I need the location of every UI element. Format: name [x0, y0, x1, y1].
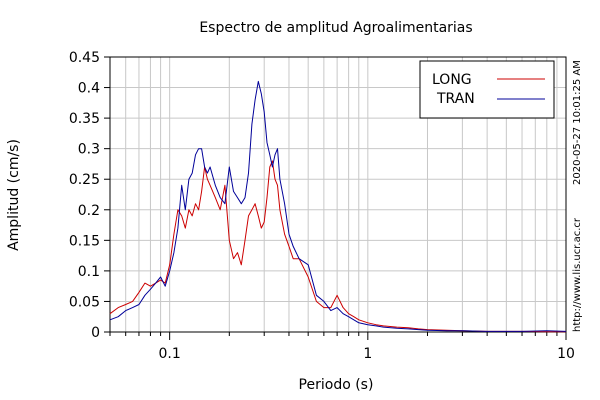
website-label: http://www.lis.ucr.ac.cr [572, 217, 583, 332]
chart-title: Espectro de amplitud Agroalimentarias [199, 20, 472, 36]
y-tick-label: 0 [91, 325, 100, 341]
legend: LONG TRAN [419, 60, 555, 119]
y-tick-label: 0.15 [69, 233, 100, 249]
legend-label-tran: TRAN [436, 91, 475, 107]
y-tick-label: 0.45 [69, 50, 100, 66]
timestamp-label: 2020-05-27 10:01:25 AM [572, 60, 583, 185]
x-tick-label: 0.1 [159, 346, 181, 362]
x-axis-label: Periodo (s) [299, 377, 374, 393]
y-tick-label: 0.2 [78, 203, 100, 219]
x-tick-label: 1 [363, 346, 372, 362]
y-axis-label: Amplitud (cm/s) [6, 139, 22, 251]
y-tick-label: 0.3 [78, 142, 100, 158]
y-tick-label: 0.05 [69, 294, 100, 310]
y-tick-label: 0.4 [78, 81, 100, 97]
series-layer [109, 80, 567, 333]
series-line-tran [109, 80, 567, 332]
x-tick-label: 10 [557, 346, 575, 362]
y-tick-label: 0.1 [78, 264, 100, 280]
y-axis: 0 0.05 0.1 0.15 0.2 0.25 0.3 0.35 0.4 0.45 [69, 50, 110, 341]
plot-frame [109, 56, 567, 333]
legend-box [419, 60, 555, 119]
y-tick-label: 0.35 [69, 111, 100, 127]
legend-label-long: LONG [432, 72, 472, 88]
series-line-long [109, 160, 566, 333]
y-tick-label: 0.25 [69, 172, 100, 188]
x-axis: 0.1 1 10 [109, 332, 575, 362]
